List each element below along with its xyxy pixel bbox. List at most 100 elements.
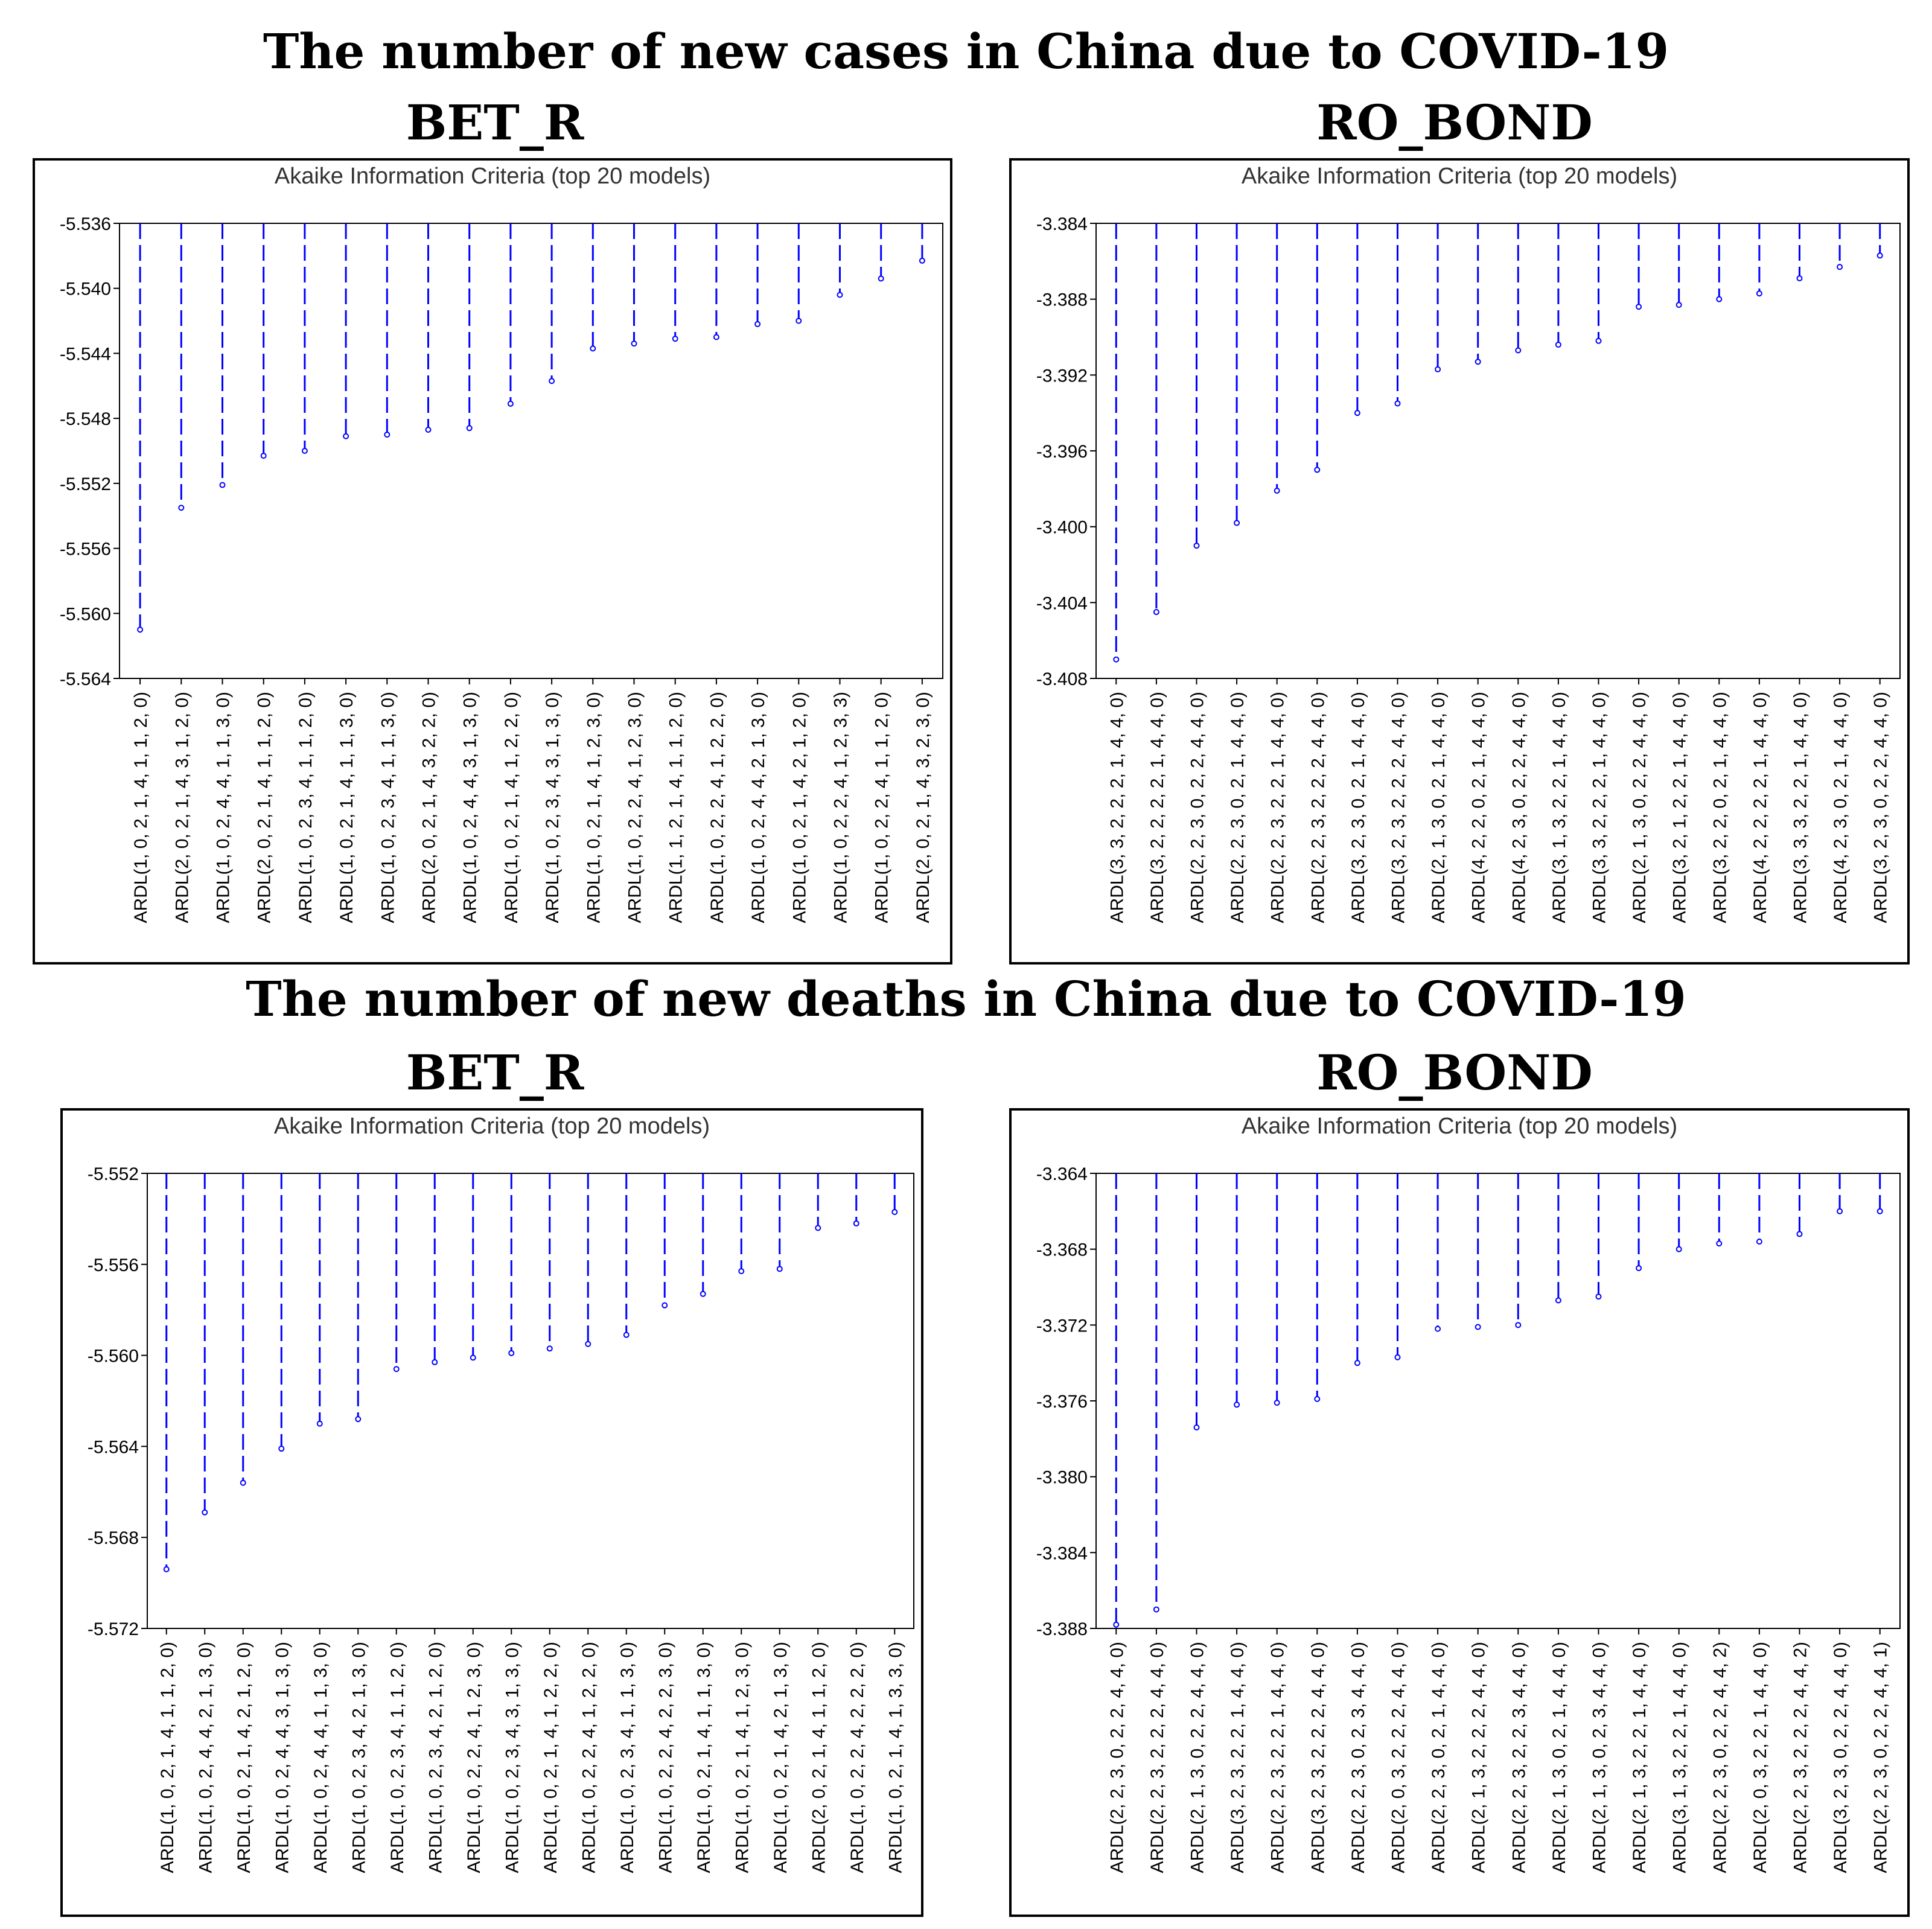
y-tick-label: -3.384 — [1036, 214, 1088, 234]
aic-point — [1555, 342, 1561, 348]
y-tick-label: -3.400 — [1036, 518, 1088, 538]
aic-point — [1636, 304, 1642, 310]
aic-point — [891, 1209, 898, 1216]
aic-point — [672, 336, 678, 342]
aic-point — [1555, 1297, 1561, 1304]
x-tick-label: ARDL(1, 0, 2, 4, 4, 2, 1, 3, 0) — [748, 692, 768, 923]
y-tick-label: -5.564 — [88, 1437, 139, 1457]
x-tick-label: ARDL(1, 0, 2, 2, 4, 1, 2, 3, 3) — [831, 692, 851, 923]
x-tick-label: ARDL(1, 0, 2, 4, 4, 2, 1, 3, 0) — [196, 1642, 215, 1873]
x-tick-label: ARDL(1, 0, 2, 1, 4, 1, 3, 3, 0) — [885, 1642, 905, 1873]
y-tick-label: -3.384 — [1036, 1543, 1088, 1563]
x-tick-label: ARDL(2, 2, 3, 0, 2, 2, 4, 4, 0) — [1188, 692, 1208, 923]
chart-title: Akaike Information Criteria (top 20 mode… — [1242, 1114, 1677, 1139]
x-tick-label: ARDL(1, 0, 2, 3, 4, 2, 1, 3, 0) — [349, 1642, 369, 1873]
aic-point — [470, 1354, 476, 1361]
aic-point — [1595, 337, 1602, 344]
aic-point — [1274, 1400, 1280, 1406]
y-tick-label: -5.568 — [88, 1528, 139, 1548]
label-ro-bond-cases: RO_BOND — [1316, 94, 1593, 151]
aic-point — [1756, 290, 1762, 297]
aic-point — [432, 1359, 438, 1365]
x-tick-label: ARDL(1, 0, 2, 3, 4, 1, 1, 2, 0) — [387, 1642, 407, 1873]
aic-point — [853, 1220, 859, 1226]
aic-point — [260, 453, 267, 459]
plot-frame — [147, 1173, 914, 1629]
aic-point — [1193, 1424, 1200, 1430]
aic-point — [355, 1416, 362, 1423]
x-tick-label: ARDL(2, 1, 3, 0, 2, 1, 4, 4, 0) — [1429, 692, 1449, 923]
x-tick-label: ARDL(1, 0, 2, 4, 4, 3, 1, 3, 0) — [272, 1642, 292, 1873]
x-tick-label: ARDL(2, 1, 3, 0, 2, 3, 4, 4, 0) — [1590, 1642, 1610, 1873]
x-tick-label: ARDL(2, 0, 2, 1, 4, 1, 1, 2, 0) — [255, 692, 275, 923]
aic-point — [1435, 1325, 1441, 1332]
chart-svg-cases-ro-bond: Akaike Information Criteria (top 20 mode… — [1036, 164, 1901, 923]
aic-point — [1234, 1401, 1240, 1408]
x-tick-label: ARDL(4, 2, 2, 0, 2, 1, 4, 4, 0) — [1469, 692, 1489, 923]
aic-point — [343, 433, 349, 439]
chart-panel-cases-ro-bond: Akaike Information Criteria (top 20 mode… — [1009, 158, 1910, 964]
aic-point — [837, 292, 843, 298]
aic-point — [1354, 1360, 1360, 1366]
x-tick-label: ARDL(1, 0, 2, 2, 4, 1, 2, 2, 0) — [579, 1642, 599, 1873]
plot-frame — [1095, 223, 1901, 679]
x-tick-label: ARDL(1, 0, 2, 1, 4, 1, 1, 2, 0) — [131, 692, 151, 923]
aic-point — [1796, 275, 1803, 282]
chart-svg-cases-bet-r: Akaike Information Criteria (top 20 mode… — [60, 164, 943, 923]
x-tick-label: ARDL(2, 1, 3, 2, 2, 2, 4, 4, 0) — [1469, 1642, 1489, 1873]
x-tick-label: ARDL(2, 2, 3, 0, 2, 1, 4, 4, 0) — [1429, 1642, 1449, 1873]
y-tick-label: -5.556 — [88, 1255, 139, 1275]
aic-point — [776, 1266, 783, 1272]
aic-point — [1435, 366, 1441, 372]
x-tick-label: ARDL(3, 2, 3, 0, 2, 2, 4, 4, 0) — [1871, 692, 1891, 923]
x-tick-label: ARDL(4, 2, 2, 2, 2, 1, 4, 4, 0) — [1750, 692, 1770, 923]
aic-point — [546, 1345, 553, 1352]
aic-point — [316, 1420, 323, 1427]
aic-point — [1274, 487, 1280, 494]
x-tick-label: ARDL(3, 2, 3, 0, 2, 2, 4, 4, 0) — [1831, 1642, 1851, 1873]
x-tick-label: ARDL(4, 2, 3, 0, 2, 2, 4, 4, 0) — [1509, 692, 1529, 923]
aic-point — [137, 627, 144, 633]
y-tick-label: -5.560 — [60, 604, 111, 624]
x-tick-label: ARDL(2, 2, 3, 0, 2, 1, 4, 4, 0) — [1228, 692, 1248, 923]
x-tick-label: ARDL(2, 0, 3, 2, 2, 2, 4, 4, 0) — [1389, 1642, 1409, 1873]
y-tick-label: -5.540 — [60, 279, 111, 299]
aic-point — [507, 400, 514, 407]
x-tick-label: ARDL(1, 1, 2, 1, 4, 1, 1, 2, 0) — [666, 692, 686, 923]
aic-point — [1113, 656, 1120, 663]
aic-point — [815, 1225, 821, 1231]
section-title-cases: The number of new cases in China due to … — [263, 23, 1669, 80]
x-tick-label: ARDL(1, 0, 2, 2, 4, 1, 1, 2, 0) — [872, 692, 892, 923]
aic-point — [1796, 1231, 1803, 1237]
x-tick-label: ARDL(1, 0, 2, 3, 4, 1, 1, 2, 0) — [296, 692, 316, 923]
chart-title: Akaike Information Criteria (top 20 mode… — [275, 164, 710, 189]
y-tick-label: -3.364 — [1036, 1164, 1088, 1184]
y-tick-label: -3.376 — [1036, 1392, 1088, 1412]
aic-point — [631, 340, 637, 347]
aic-point — [466, 425, 473, 432]
aic-point — [1314, 467, 1321, 473]
aic-point — [1475, 1324, 1481, 1330]
aic-point — [738, 1268, 745, 1275]
aic-point — [1314, 1395, 1321, 1402]
y-tick-label: -3.408 — [1036, 669, 1088, 689]
aic-point — [585, 1341, 591, 1347]
aic-point — [1876, 252, 1883, 259]
aic-point — [178, 505, 185, 511]
aic-point — [795, 317, 802, 324]
chart-panel-deaths-bet-r: Akaike Information Criteria (top 20 mode… — [60, 1108, 923, 1917]
plot-frame — [119, 223, 943, 679]
aic-point — [1876, 1208, 1883, 1214]
x-tick-label: ARDL(3, 1, 3, 2, 2, 1, 4, 4, 0) — [1549, 692, 1569, 923]
x-tick-label: ARDL(3, 1, 3, 2, 2, 1, 4, 4, 0) — [1670, 1642, 1690, 1873]
x-tick-label: ARDL(1, 0, 2, 3, 4, 2, 1, 2, 0) — [426, 1642, 445, 1873]
y-tick-label: -5.552 — [60, 474, 111, 494]
x-tick-label: ARDL(2, 2, 3, 2, 2, 2, 4, 4, 0) — [1147, 1642, 1167, 1873]
chart-panel-deaths-ro-bond: Akaike Information Criteria (top 20 mode… — [1009, 1108, 1910, 1917]
aic-point — [623, 1331, 630, 1338]
x-tick-label: ARDL(1, 0, 2, 3, 4, 3, 1, 3, 0) — [502, 1642, 522, 1873]
aic-point — [1515, 1322, 1522, 1328]
aic-point — [393, 1366, 400, 1373]
y-tick-label: -3.392 — [1036, 366, 1088, 386]
y-tick-label: -5.556 — [60, 540, 111, 560]
